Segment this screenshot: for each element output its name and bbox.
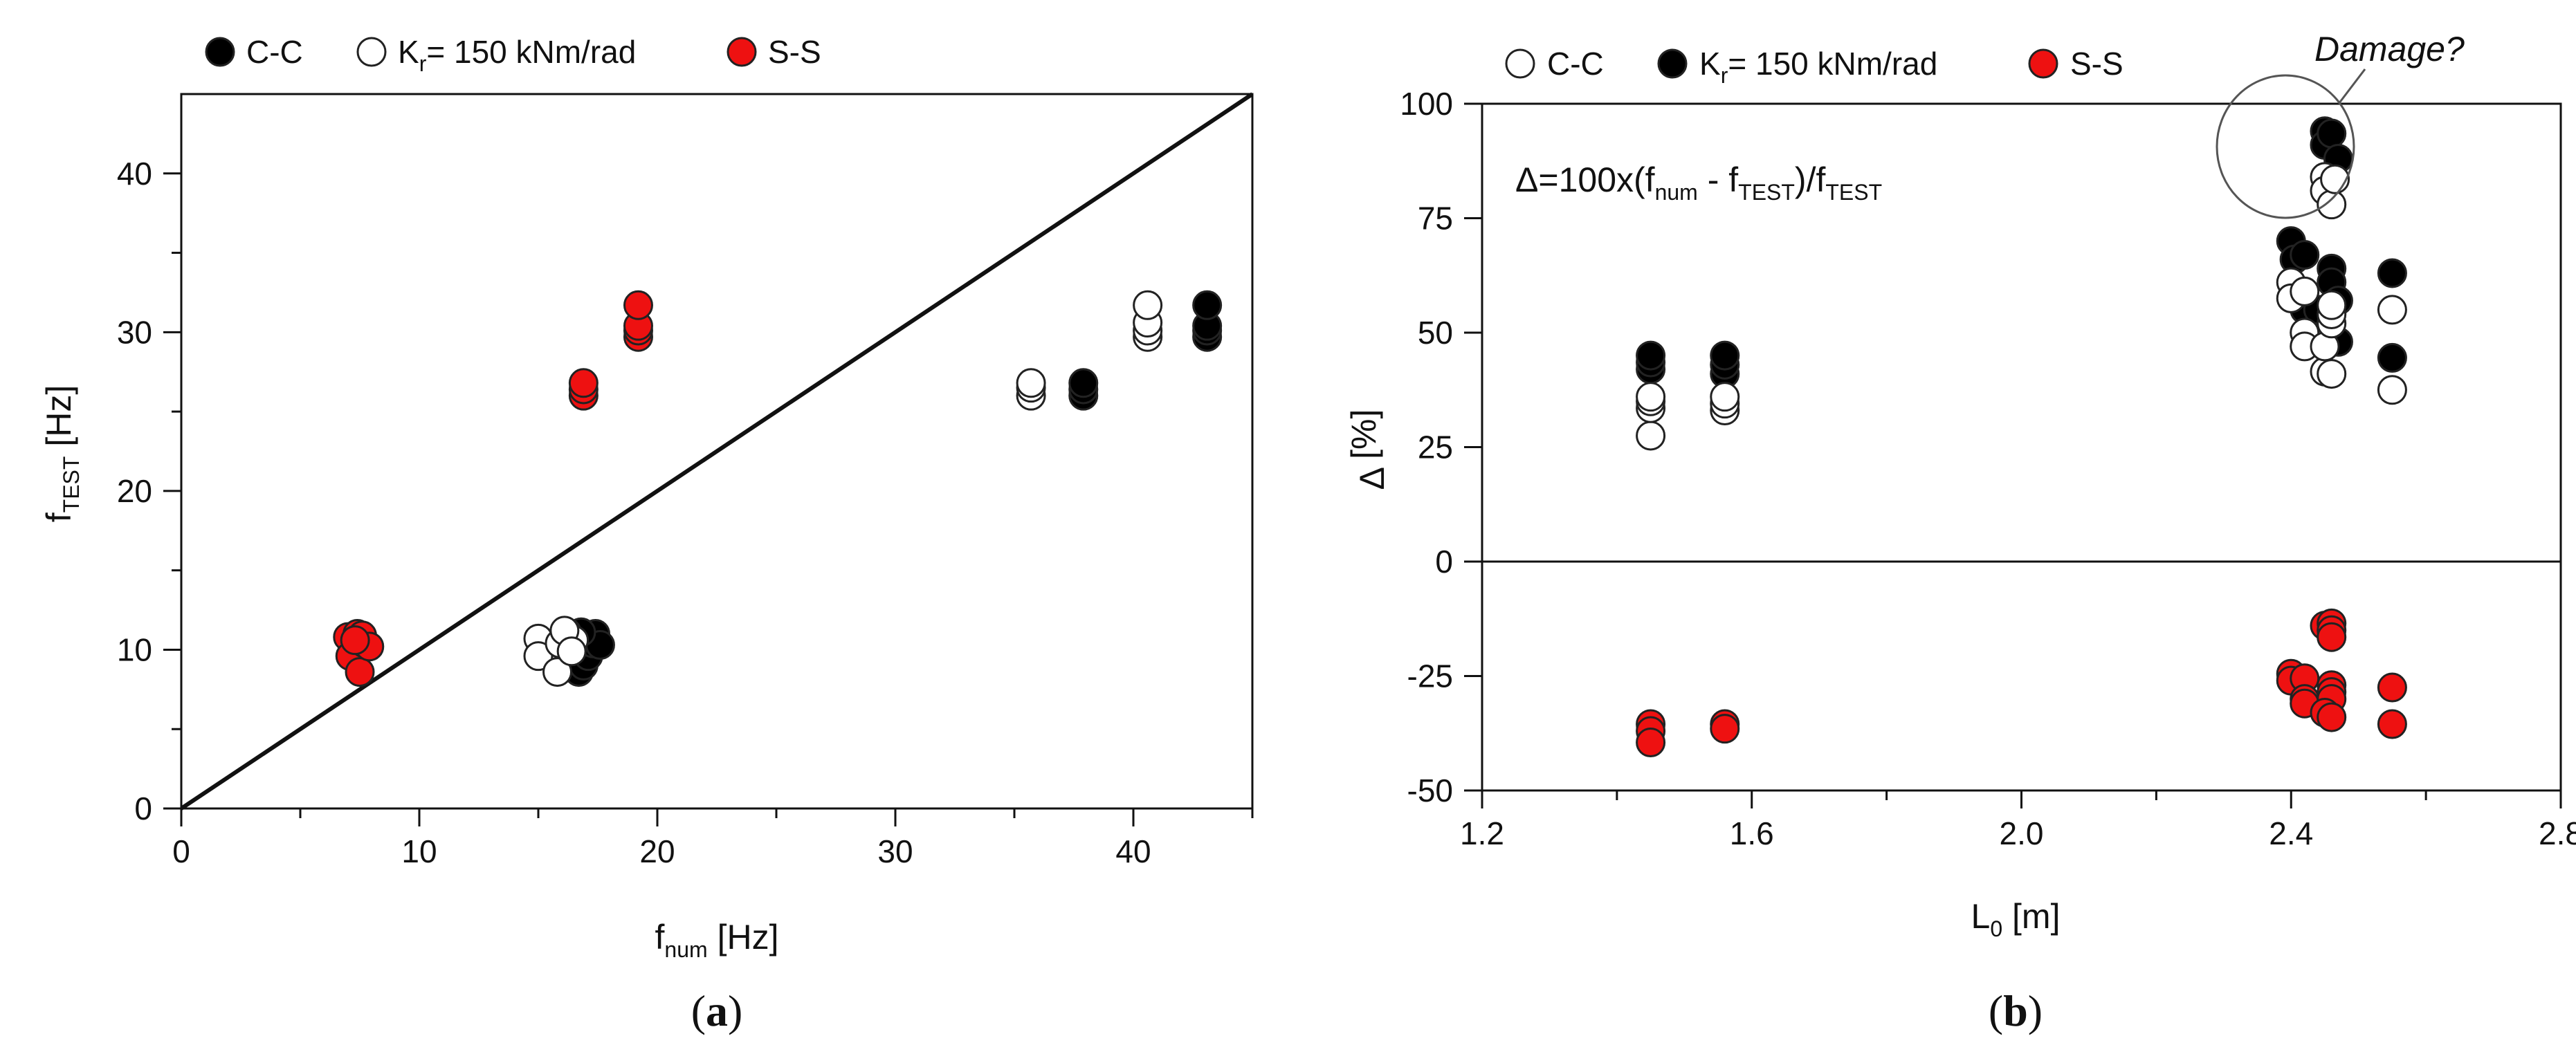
point-a-s1-14 [1133,290,1163,320]
y-tick-label-b-6: 100 [1400,86,1453,122]
point-b-s1-0 [1636,420,1666,451]
x-axis-label-a: fnum [Hz] [655,918,779,962]
point-b-s2-18 [2317,702,2347,732]
legend-a: C-C Kr= 150 kNm/rad S-S [205,34,821,76]
point-b-s1-15 [2320,164,2350,194]
point-b-s0-8 [2290,239,2320,270]
y-tick-label-a-3: 30 [117,314,152,350]
damage-ellipse [2216,74,2355,219]
legend-b-marker-kr [1657,48,1688,79]
reference-line-1to1 [180,92,1254,811]
point-a-s2-14 [623,290,653,320]
legend-b-label-cc: C-C [1547,46,1604,82]
legend-a-marker-kr [356,37,387,67]
point-b-s2-13 [2317,622,2347,652]
point-a-s0-14 [1192,290,1223,320]
legend-b-marker-ss [2028,48,2058,79]
panel-label-a: (a) [691,986,743,1035]
x-tick-label-a-0: 0 [172,833,190,869]
point-b-s0-2 [1636,340,1666,371]
legend-b-label-kr: Kr= 150 kNm/rad [1699,46,1937,88]
y-tick-label-a-4: 40 [117,156,152,192]
point-a-s0-10 [1068,368,1099,398]
x-tick-label-b-4: 2.8 [2539,815,2576,851]
panel-label-b: (b) [1989,986,2043,1035]
legend-b: C-C Kr= 150 kNm/rad S-S [1505,46,2123,88]
point-b-s2-19 [2377,672,2407,703]
point-b-s1-9 [2290,276,2320,306]
point-b-s2-2 [1636,727,1666,757]
damage-annotation: Damage? [2314,30,2465,68]
x-tick-label-a-4: 40 [1115,833,1151,869]
point-b-s0-19 [2377,258,2407,288]
legend-a-label-cc: C-C [246,34,303,70]
y-tick-label-b-4: 50 [1418,315,1453,351]
damage-pointer [2337,68,2366,104]
point-b-s0-5 [1710,340,1740,371]
legend-a-label-kr: Kr= 150 kNm/rad [398,34,636,76]
y-tick-label-a-0: 0 [134,790,152,826]
x-tick-label-a-3: 30 [877,833,913,869]
y-tick-label-b-2: 0 [1435,544,1453,580]
legend-a-marker-cc [205,37,235,67]
legend-a-label-ss: S-S [768,34,821,70]
panel-b: C-C Kr= 150 kNm/rad S-S 1.2 1.6 2.0 2.4 2.8 -… [1344,30,2576,1035]
point-b-s0-12 [2317,118,2347,149]
axes-ticks-a: 0 10 20 30 40 0 10 20 30 40 [117,156,1254,869]
legend-b-kr-sub: r [1721,63,1728,88]
point-b-s2-20 [2377,709,2407,739]
point-a-s2-7 [340,625,370,656]
point-a-s2-2 [345,657,375,687]
x-tick-label-a-2: 20 [639,833,675,869]
legend-b-marker-cc [1505,48,1535,79]
y-tick-label-a-1: 10 [117,631,152,667]
plot-frame-a [180,93,1254,810]
legend-a-kr-sub: r [419,51,427,76]
x-axis-label-b: L0 [m] [1971,897,2061,941]
x-tick-label-b-1: 1.6 [1730,815,1774,851]
point-b-s1-17 [2317,359,2347,389]
axes-ticks-b: 1.2 1.6 2.0 2.4 2.8 -50 -25 0 25 50 75 100 [1400,86,2576,851]
x-tick-label-b-3: 2.4 [2269,815,2313,851]
legend-a-marker-ss [727,37,757,67]
y-tick-label-a-2: 20 [117,473,152,509]
data-points-b [1636,116,2407,757]
x-tick-label-b-2: 2.0 [2000,815,2044,851]
y-tick-label-b-5: 75 [1418,201,1453,237]
point-a-s1-10 [1016,368,1046,398]
point-a-s2-10 [568,368,599,398]
point-b-s1-6 [1710,382,1740,412]
legend-b-label-ss: S-S [2070,46,2123,82]
y-tick-label-b-3: 25 [1418,429,1453,465]
y-axis-label-a: fTEST [Hz] [39,385,84,522]
point-b-s0-20 [2377,342,2407,373]
legend-b-kr-base: K [1699,46,1721,82]
y-axis-label-b: Δ [%] [1344,409,1391,490]
y-tick-label-b-1: -25 [1407,658,1453,694]
point-b-s1-14 [2317,189,2347,220]
point-b-s1-23 [2377,375,2407,405]
point-b-s1-21 [2317,290,2347,320]
data-points-a [333,290,1223,687]
legend-a-kr-base: K [398,34,419,70]
panel-a: C-C Kr= 150 kNm/rad S-S 0 10 20 30 40 0 10 20 30… [39,34,1254,1035]
point-b-s1-22 [2377,295,2407,325]
point-a-s1-7 [556,636,587,667]
point-a-s1-2 [542,657,573,687]
delta-formula: Δ=100x(fnum - fTEST)/fTEST [1515,160,1882,205]
legend-a-kr-rest: = 150 kNm/rad [426,34,636,70]
point-b-s2-4 [1710,714,1740,744]
point-b-s1-3 [1636,382,1666,412]
y-tick-label-b-0: -50 [1407,773,1453,808]
x-tick-label-a-1: 10 [401,833,437,869]
x-tick-label-b-0: 1.2 [1460,815,1504,851]
legend-b-kr-rest: = 150 kNm/rad [1728,46,1937,82]
